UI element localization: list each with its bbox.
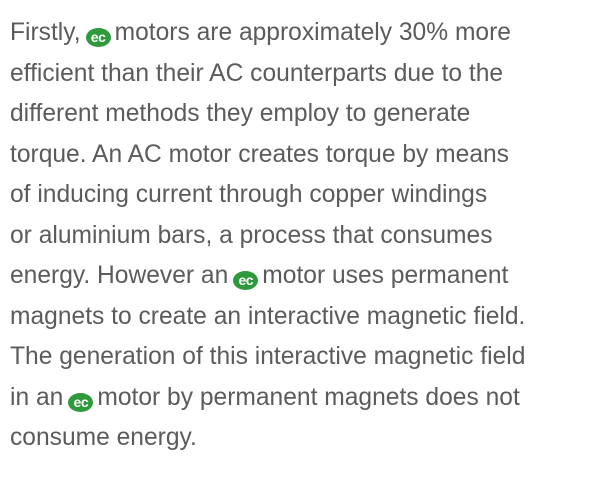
text-line: torque. An AC motor creates torque by me… bbox=[10, 140, 509, 168]
text-line: of inducing current through copper windi… bbox=[10, 181, 488, 208]
text: motors are approximately 30% more bbox=[114, 19, 511, 46]
ec-logo: ec bbox=[85, 28, 111, 47]
text-line: different methods they employ to generat… bbox=[10, 100, 471, 127]
text: in an bbox=[10, 383, 64, 411]
text-line: magnets to create an interactive magneti… bbox=[10, 302, 526, 330]
text: energy. However an bbox=[10, 262, 229, 289]
text: motor by permanent magnets does not bbox=[97, 383, 520, 411]
text-line: in an ec motor by permanent magnets does n… bbox=[10, 378, 605, 419]
text-line: The generation of this interactive magne… bbox=[10, 343, 526, 370]
text: Firstly, bbox=[10, 19, 81, 46]
text-line: efficient than their AC counterparts due… bbox=[10, 59, 504, 87]
ec-logo: ec bbox=[233, 271, 259, 290]
ec-logo: ec bbox=[68, 392, 94, 412]
text: motor uses permanent bbox=[262, 262, 509, 289]
text-line: consume energy. bbox=[10, 424, 197, 451]
paragraph: Firstly, ec motors are approximately 30% m… bbox=[10, 13, 605, 459]
text-line: or aluminium bars, a process that consum… bbox=[10, 221, 493, 249]
text-line: energy. However an ec motor uses permanent bbox=[10, 256, 605, 297]
text-line: Firstly, ec motors are approximately 30% m… bbox=[10, 13, 605, 54]
